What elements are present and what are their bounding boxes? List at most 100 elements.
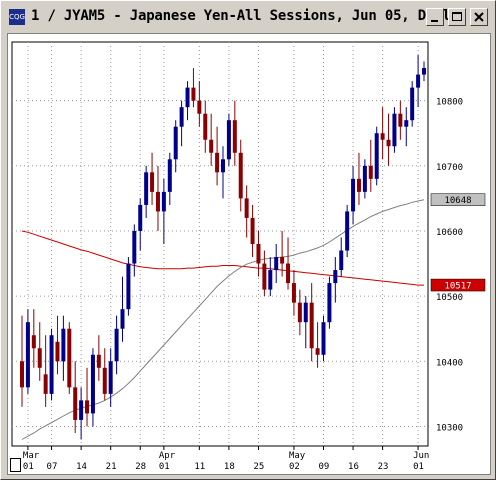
candle-body	[262, 263, 267, 290]
candle	[197, 81, 202, 127]
y-tick-label: 10400	[436, 358, 463, 368]
candle-body	[167, 159, 172, 192]
candle	[345, 204, 350, 258]
chart-area[interactable]: 10300 10400 10500 10600 10700 10800 01 07 14 21 28…	[7, 33, 491, 475]
candle	[203, 100, 208, 153]
candle-body	[203, 113, 208, 140]
candle-body	[20, 361, 24, 388]
candle-body	[410, 87, 415, 121]
candle-body	[108, 361, 113, 394]
maximize-icon	[452, 12, 462, 21]
candle	[85, 367, 90, 427]
x-day-label: 14	[76, 462, 87, 472]
close-button[interactable]	[470, 8, 488, 26]
candle-body	[416, 74, 421, 88]
candle-body	[315, 348, 320, 355]
minimize-button[interactable]	[426, 8, 444, 26]
maximize-button[interactable]	[448, 8, 466, 26]
close-icon	[474, 12, 484, 22]
x-month-label: May	[289, 451, 306, 461]
candle	[120, 276, 125, 342]
candle-body	[85, 400, 90, 414]
candle	[114, 315, 119, 375]
title-bar[interactable]: CQG 1 / JYAM5 - Japanese Yen-All Session…	[3, 3, 493, 31]
candle	[303, 296, 308, 349]
candle-body	[297, 302, 302, 323]
candle-body	[73, 387, 78, 420]
candle	[144, 165, 149, 218]
candle	[209, 113, 214, 166]
candle	[339, 237, 344, 277]
x-month-label: Apr	[159, 451, 176, 461]
candle-body	[37, 348, 42, 368]
candle-body	[398, 113, 403, 127]
candle-body	[286, 263, 291, 284]
candle-body	[79, 400, 84, 420]
y-tick-label: 10600	[436, 228, 463, 238]
candle-body	[191, 87, 196, 101]
candle-body	[90, 354, 95, 414]
x-day-label: 23	[378, 462, 389, 472]
candle	[321, 315, 326, 362]
x-month-label: Mar	[23, 451, 40, 461]
candle-body	[226, 120, 231, 160]
candle	[49, 328, 54, 401]
candle-body	[155, 191, 160, 212]
candle	[368, 139, 373, 192]
candle-body	[321, 322, 326, 355]
candle	[55, 315, 60, 375]
candle	[291, 270, 296, 316]
candle-body	[386, 139, 391, 147]
candle	[191, 68, 196, 108]
candle-body	[25, 322, 30, 388]
candle-body	[309, 302, 314, 349]
candle-body	[120, 309, 125, 329]
candle-body	[161, 191, 166, 212]
candle-body	[244, 198, 249, 218]
candle	[351, 165, 356, 225]
candle	[238, 139, 243, 212]
y-tick-label: 10300	[436, 423, 463, 433]
x-day-label: 01	[23, 462, 34, 472]
cqg-icon[interactable]: CQG	[9, 9, 25, 25]
x-month-label: Jun	[413, 451, 429, 461]
candle-body	[232, 120, 237, 153]
candle-body	[150, 172, 155, 192]
candle	[309, 283, 314, 362]
candlestick-chart[interactable]: 10300 10400 10500 10600 10700 10800 01 07 14 21 28…	[8, 34, 490, 474]
x-day-label: 07	[47, 462, 58, 472]
candle	[256, 230, 261, 277]
price-tag-label: 10648	[444, 196, 471, 206]
candle-body	[351, 178, 356, 212]
candle	[61, 315, 66, 381]
candle	[126, 257, 131, 316]
candle-body	[380, 133, 385, 140]
candle-body	[55, 341, 60, 362]
candle-body	[404, 120, 409, 127]
y-tick-label: 10700	[436, 163, 463, 173]
candle-body	[43, 374, 48, 394]
candle-body	[31, 335, 36, 349]
candle	[422, 61, 426, 82]
candle	[79, 387, 84, 440]
x-day-label: 21	[106, 462, 117, 472]
candle	[90, 348, 95, 427]
x-day-label: 16	[348, 462, 359, 472]
candle	[380, 107, 385, 160]
candle-body	[61, 328, 66, 362]
candle	[185, 81, 190, 121]
candle	[416, 55, 421, 108]
ma-long-line	[21, 230, 424, 286]
candle-body	[362, 165, 367, 192]
candle	[20, 315, 24, 407]
candle-body	[238, 152, 243, 199]
candle-body	[173, 126, 178, 160]
scroll-handle[interactable]	[10, 458, 21, 472]
candle	[108, 348, 113, 407]
minimize-icon	[431, 20, 438, 22]
candle	[250, 204, 255, 258]
candle-body	[356, 178, 361, 192]
candle	[398, 100, 403, 140]
candle	[262, 250, 267, 297]
